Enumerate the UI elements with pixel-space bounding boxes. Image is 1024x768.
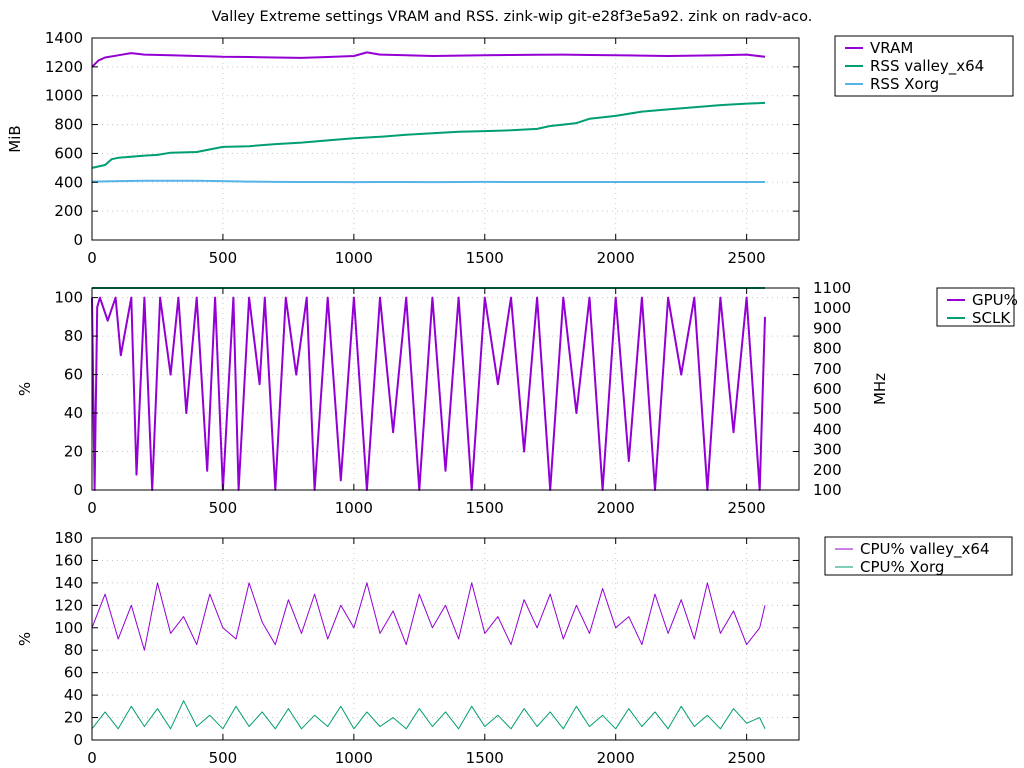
y-tick-label: 0: [73, 731, 83, 749]
plot-frame: [91, 37, 800, 241]
y-tick-label: 1000: [45, 87, 83, 105]
series-line-vram: [91, 51, 766, 68]
series-line-rss-xorg: [91, 179, 765, 184]
y-tick-label: 1400: [45, 29, 83, 47]
y-tick-label: 1200: [45, 58, 83, 76]
x-tick-label: 2500: [728, 249, 766, 267]
y-tick-label: 140: [54, 574, 83, 592]
x-tick-label: 1000: [335, 249, 373, 267]
x-tick-label: 1500: [466, 499, 504, 517]
y-tick-label: 180: [54, 529, 83, 547]
y-tick-label: 80: [64, 641, 83, 659]
x-tick-label: 2000: [597, 249, 635, 267]
legend-label: CPU% valley_x64: [860, 540, 990, 559]
y2-tick-label: 600: [813, 380, 842, 398]
y-tick-label: 60: [64, 664, 83, 682]
chart-panel-1: 0 200 400 600 800 1000 1200 1400 0 500 1000 1500 200…: [6, 29, 1014, 267]
x-tick-label: 2500: [728, 499, 766, 517]
x-tick-label: 1500: [466, 749, 504, 767]
y2-tick-label: 400: [813, 420, 842, 438]
x-tick-label: 500: [209, 499, 238, 517]
chart-panel-3: 0 20 40 60 80 100 120 140 160 180 0 500 1000 1500 2000…: [16, 529, 1013, 767]
legend-label: GPU%: [972, 291, 1018, 309]
y2-tick-label: 800: [813, 340, 842, 358]
legend-label: RSS valley_x64: [870, 57, 984, 76]
x-tick-label: 2000: [597, 749, 635, 767]
y-tick-label: 160: [54, 551, 83, 569]
x-tick-label: 2500: [728, 749, 766, 767]
legend-box: [936, 287, 1015, 327]
y2-tick-label: 100: [813, 481, 842, 499]
y2-tick-label: 700: [813, 360, 842, 378]
x-tick-label: 500: [209, 249, 238, 267]
series-line-cpu-valley-x64: [91, 582, 766, 651]
plot-frame: [91, 287, 800, 491]
x-tick-label: 1000: [335, 499, 373, 517]
y2-tick-label: 500: [813, 400, 842, 418]
legend-label: VRAM: [870, 39, 913, 57]
x-tick-label: 500: [209, 749, 238, 767]
x-tick-label: 0: [87, 749, 97, 767]
y-tick-label: 120: [54, 596, 83, 614]
y-tick-label: 0: [73, 481, 83, 499]
y-axis-label: MiB: [6, 125, 24, 152]
x-tick-label: 0: [87, 249, 97, 267]
series-line-gpu-: [91, 296, 766, 491]
legend-label: SCLK: [972, 309, 1011, 327]
y-tick-label: 100: [54, 619, 83, 637]
x-tick-label: 1500: [466, 249, 504, 267]
y-tick-label: 600: [54, 144, 83, 162]
y-tick-label: 20: [64, 443, 83, 461]
y2-axis-label: MHz: [871, 373, 889, 405]
y-tick-label: 0: [73, 231, 83, 249]
legend-label: RSS Xorg: [870, 75, 939, 93]
y2-tick-label: 1000: [813, 299, 851, 317]
y-tick-label: 800: [54, 116, 83, 134]
y2-tick-label: 200: [813, 461, 842, 479]
series-line-rss-valley-x64: [91, 101, 766, 169]
x-tick-label: 0: [87, 499, 97, 517]
y2-tick-label: 300: [813, 441, 842, 459]
y2-tick-label: 900: [813, 319, 842, 337]
legend-box: [834, 35, 1014, 97]
x-tick-label: 2000: [597, 499, 635, 517]
y-tick-label: 40: [64, 686, 83, 704]
y-tick-label: 40: [64, 404, 83, 422]
y-axis-label: %: [16, 382, 34, 396]
y-tick-label: 80: [64, 327, 83, 345]
y2-tick-label: 1100: [813, 279, 851, 297]
y-tick-label: 20: [64, 709, 83, 727]
y-axis-label: %: [16, 632, 34, 646]
y-tick-label: 100: [54, 289, 83, 307]
x-tick-label: 1000: [335, 749, 373, 767]
page-title: Valley Extreme settings VRAM and RSS. zi…: [211, 9, 813, 25]
y-tick-label: 200: [54, 202, 83, 220]
legend-label: CPU% Xorg: [860, 558, 944, 576]
plot-frame: [91, 537, 800, 741]
y-tick-label: 60: [64, 366, 83, 384]
series-line-cpu-xorg: [91, 700, 766, 730]
legend-box: [824, 536, 1013, 576]
y-tick-label: 400: [54, 173, 83, 191]
